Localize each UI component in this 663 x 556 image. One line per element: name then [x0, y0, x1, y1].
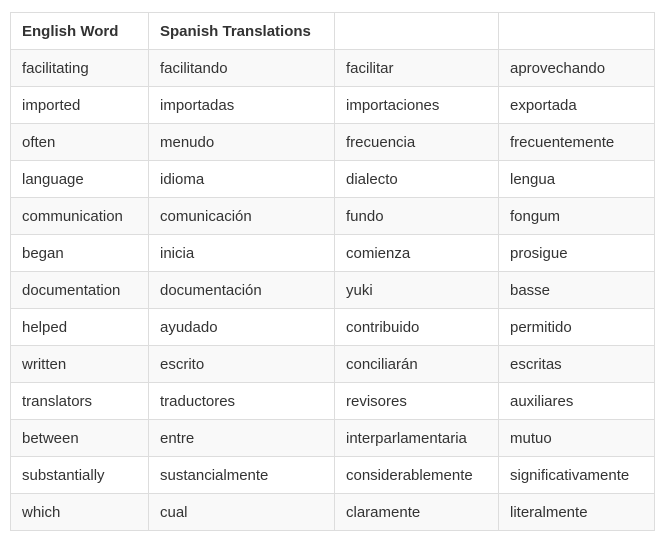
table-row: language idioma dialecto lengua [10, 160, 655, 198]
translation-cell: considerablemente [334, 456, 499, 494]
table-row: written escrito conciliarán escritas [10, 345, 655, 383]
translation-cell: prosigue [498, 234, 655, 272]
header-english-word: English Word [10, 12, 149, 50]
translation-cell: auxiliares [498, 382, 655, 420]
translation-cell: menudo [148, 123, 335, 161]
translations-table: English Word Spanish Translations facili… [10, 12, 655, 531]
english-word-cell: communication [10, 197, 149, 235]
english-word-cell: which [10, 493, 149, 531]
table-row: began inicia comienza prosigue [10, 234, 655, 272]
translation-cell: facilitar [334, 49, 499, 87]
english-word-cell: substantially [10, 456, 149, 494]
table-row: imported importadas importaciones export… [10, 86, 655, 124]
translation-cell: frecuencia [334, 123, 499, 161]
english-word-cell: documentation [10, 271, 149, 309]
translation-cell: importaciones [334, 86, 499, 124]
translation-cell: basse [498, 271, 655, 309]
translation-cell: fundo [334, 197, 499, 235]
header-row: English Word Spanish Translations [10, 12, 655, 50]
translation-cell: inicia [148, 234, 335, 272]
translation-cell: documentación [148, 271, 335, 309]
english-word-cell: facilitating [10, 49, 149, 87]
english-word-cell: language [10, 160, 149, 198]
table-row: which cual claramente literalmente [10, 493, 655, 531]
table-body: facilitating facilitando facilitar aprov… [10, 49, 655, 531]
translation-cell: sustancialmente [148, 456, 335, 494]
translation-cell: lengua [498, 160, 655, 198]
translation-cell: ayudado [148, 308, 335, 346]
translation-cell: exportada [498, 86, 655, 124]
english-word-cell: written [10, 345, 149, 383]
english-word-cell: began [10, 234, 149, 272]
english-word-cell: translators [10, 382, 149, 420]
translation-cell: traductores [148, 382, 335, 420]
translation-cell: facilitando [148, 49, 335, 87]
table-header: English Word Spanish Translations [10, 12, 655, 50]
translation-cell: comunicación [148, 197, 335, 235]
english-word-cell: often [10, 123, 149, 161]
english-word-cell: imported [10, 86, 149, 124]
table-row: documentation documentación yuki basse [10, 271, 655, 309]
translations-table-container: English Word Spanish Translations facili… [10, 12, 655, 531]
table-row: between entre interparlamentaria mutuo [10, 419, 655, 457]
header-spanish-translations: Spanish Translations [148, 12, 335, 50]
table-row: often menudo frecuencia frecuentemente [10, 123, 655, 161]
translation-cell: fongum [498, 197, 655, 235]
translation-cell: permitido [498, 308, 655, 346]
translation-cell: cual [148, 493, 335, 531]
table-row: facilitating facilitando facilitar aprov… [10, 49, 655, 87]
translation-cell: escritas [498, 345, 655, 383]
translation-cell: significativamente [498, 456, 655, 494]
table-row: helped ayudado contribuido permitido [10, 308, 655, 346]
english-word-cell: between [10, 419, 149, 457]
translation-cell: yuki [334, 271, 499, 309]
translation-cell: mutuo [498, 419, 655, 457]
table-row: communication comunicación fundo fongum [10, 197, 655, 235]
translation-cell: contribuido [334, 308, 499, 346]
translation-cell: interparlamentaria [334, 419, 499, 457]
table-row: translators traductores revisores auxili… [10, 382, 655, 420]
table-row: substantially sustancialmente considerab… [10, 456, 655, 494]
header-empty-3 [334, 12, 499, 50]
translation-cell: frecuentemente [498, 123, 655, 161]
translation-cell: entre [148, 419, 335, 457]
translation-cell: literalmente [498, 493, 655, 531]
translation-cell: claramente [334, 493, 499, 531]
translation-cell: escrito [148, 345, 335, 383]
translation-cell: revisores [334, 382, 499, 420]
english-word-cell: helped [10, 308, 149, 346]
translation-cell: idioma [148, 160, 335, 198]
translation-cell: dialecto [334, 160, 499, 198]
translation-cell: comienza [334, 234, 499, 272]
header-empty-4 [498, 12, 655, 50]
translation-cell: conciliarán [334, 345, 499, 383]
translation-cell: aprovechando [498, 49, 655, 87]
translation-cell: importadas [148, 86, 335, 124]
